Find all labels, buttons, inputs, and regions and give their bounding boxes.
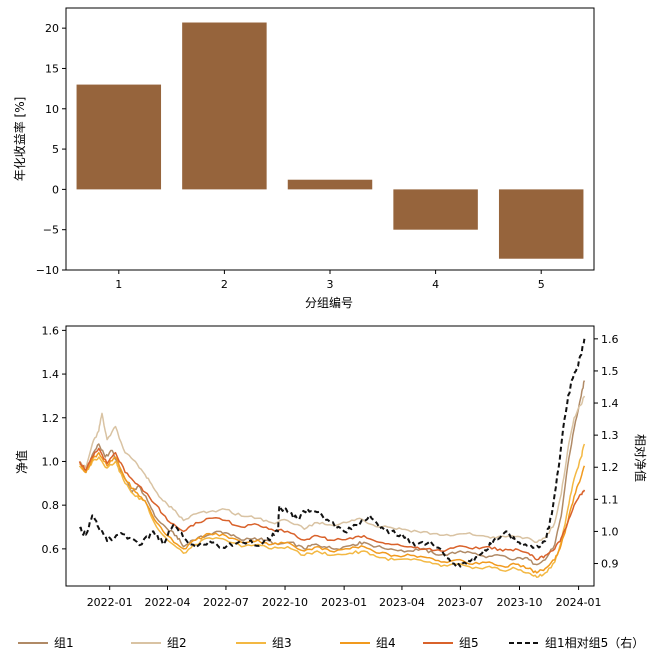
line-right-y-tick-label: 0.9 <box>601 558 619 571</box>
line-left-y-axis: 0.6 0.8 1.0 1.2 1.4 1.6 <box>42 324 66 556</box>
bar-y-tick-label: 15 <box>45 62 59 75</box>
bar-y-axis: −10 −5 0 5 10 15 20 <box>36 22 66 277</box>
line-x-tick-label: 2023-10 <box>497 596 543 609</box>
line-x-tick-label: 2022-04 <box>145 596 191 609</box>
bar-y-tick-label: 10 <box>45 103 59 116</box>
line-right-y-axis: 0.9 1.0 1.1 1.2 1.3 1.4 1.5 1.6 <box>594 333 619 571</box>
bar-x-tick-label: 5 <box>538 278 545 291</box>
bar-x-axis: 1 2 3 4 5 <box>115 270 545 291</box>
line-x-tick-label: 2022-01 <box>87 596 133 609</box>
bar-y-tick-label: −10 <box>36 264 59 277</box>
legend-label: 组5 <box>459 636 479 650</box>
line-right-y-tick-label: 1.0 <box>601 525 619 538</box>
bar-y-axis-label: 年化收益率 [%] <box>12 97 27 182</box>
line-plot-frame <box>65 325 595 587</box>
legend-label: 组1相对组5（右） <box>545 635 644 650</box>
series-line-1 <box>78 380 586 566</box>
legend-item-2: 组2 <box>131 636 187 650</box>
line-right-y-tick-label: 1.4 <box>601 397 619 410</box>
line-x-axis: 2022-01 2022-04 2022-07 2022-10 2023-01 2023-… <box>87 586 602 609</box>
legend-label: 组3 <box>272 636 292 650</box>
legend-item-5: 组5 <box>423 636 479 650</box>
legend-label: 组2 <box>167 636 187 650</box>
legend-label: 组4 <box>376 636 396 650</box>
line-x-tick-label: 2023-07 <box>437 596 483 609</box>
line-series-group <box>78 338 586 579</box>
bar-y-tick-label: 5 <box>52 143 59 156</box>
line-left-y-tick-label: 1.6 <box>42 324 60 337</box>
line-x-tick-label: 2022-10 <box>262 596 308 609</box>
line-right-y-axis-label: 相对净值 <box>633 434 648 482</box>
line-right-y-tick-label: 1.5 <box>601 365 619 378</box>
bar-x-tick-label: 4 <box>432 278 439 291</box>
line-x-tick-label: 2022-07 <box>203 596 249 609</box>
bar-1 <box>76 84 162 190</box>
line-left-y-tick-label: 0.6 <box>42 543 60 556</box>
line-left-y-tick-label: 1.2 <box>42 412 60 425</box>
line-right-y-tick-label: 1.2 <box>601 461 619 474</box>
bar-5 <box>498 189 584 259</box>
line-right-y-tick-label: 1.1 <box>601 493 619 506</box>
line-left-y-axis-label: 净值 <box>14 450 29 474</box>
line-left-y-tick-label: 0.8 <box>42 499 60 512</box>
legend-item-4: 组4 <box>340 636 396 650</box>
bar-chart: −10 −5 0 5 10 15 20 1 2 3 4 5 分组编号 年化收益率 [%] <box>12 7 595 310</box>
line-x-tick-label: 2023-04 <box>379 596 425 609</box>
line-left-y-tick-label: 1.0 <box>42 455 60 468</box>
line-x-tick-label: 2024-01 <box>556 596 602 609</box>
legend-item-3: 组3 <box>236 636 292 650</box>
line-right-y-tick-label: 1.6 <box>601 333 619 346</box>
series-line-3 <box>78 443 586 579</box>
bar-y-tick-label: 0 <box>52 183 59 196</box>
series-line-2 <box>78 395 586 544</box>
bar-x-axis-label: 分组编号 <box>305 295 353 310</box>
legend-item-1: 组1 <box>18 636 74 650</box>
series-line-4 <box>79 451 586 574</box>
line-right-y-tick-label: 1.3 <box>601 429 619 442</box>
bar-x-tick-label: 3 <box>327 278 334 291</box>
bar-y-tick-label: −5 <box>43 224 59 237</box>
bar-x-tick-label: 2 <box>221 278 228 291</box>
bar-3 <box>287 179 373 190</box>
bar-2 <box>182 22 267 190</box>
line-left-y-tick-label: 1.4 <box>42 368 60 381</box>
legend: 组1 组2 组3 组4 组5 组1相对组5（右） <box>18 635 644 650</box>
legend-label: 组1 <box>54 636 74 650</box>
bar-x-tick-label: 1 <box>115 278 122 291</box>
line-chart: 0.6 0.8 1.0 1.2 1.4 1.6 0.9 1.0 1.1 1.2 1.3 1.4 1.5… <box>14 324 648 609</box>
bar-series <box>76 22 584 259</box>
bar-4 <box>393 189 478 230</box>
line-x-tick-label: 2023-01 <box>321 596 367 609</box>
bar-y-tick-label: 20 <box>45 22 59 35</box>
legend-item-6: 组1相对组5（右） <box>509 635 644 650</box>
series-line-6 <box>79 338 586 568</box>
series-line-5 <box>78 447 586 561</box>
